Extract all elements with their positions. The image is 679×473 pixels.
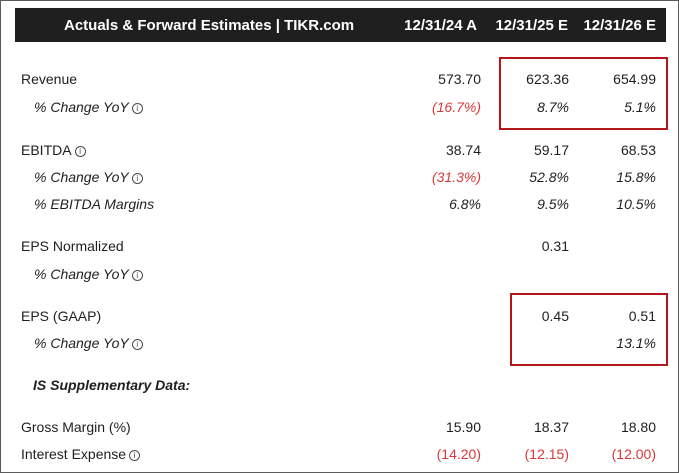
row-ebitda-yoy: % Change YoY i (31.3%) 52.8% 15.8% <box>0 168 679 188</box>
value-2026e: 0.51 <box>628 308 656 324</box>
value-2024a: 6.8% <box>449 196 481 212</box>
header-col-2025e: 12/31/25 E <box>495 17 568 34</box>
row-revenue: Revenue 573.70 623.36 654.99 <box>0 70 679 90</box>
value-2026e: 13.1% <box>616 335 656 351</box>
row-eps-gaap: EPS (GAAP) 0.45 0.51 <box>0 307 679 327</box>
value-2024a: 38.74 <box>445 142 481 158</box>
value-2025e: 9.5% <box>537 196 569 212</box>
highlight-box-eps-gaap <box>510 293 668 366</box>
row-interest-expense: Interest Expense i (14.20) (12.15) (12.00… <box>0 445 679 465</box>
row-label: % Change YoY i <box>34 169 143 185</box>
header-col-2024a: 12/31/24 A <box>404 17 477 34</box>
header-title: Actuals & Forward Estimates | TIKR.com <box>64 17 355 34</box>
row-label: % EBITDA Margins <box>34 196 155 212</box>
row-eps-normalized: EPS Normalized 0.31 <box>0 237 679 257</box>
value-2025e: 0.45 <box>541 308 569 324</box>
table-header: Actuals & Forward Estimates | TIKR.com 1… <box>15 8 666 42</box>
header-col-2026e: 12/31/26 E <box>583 17 656 34</box>
row-label: EPS Normalized <box>21 238 124 254</box>
value-2026e: 654.99 <box>613 71 656 87</box>
row-ebitda: EBITDA i 38.74 59.17 68.53 <box>0 141 679 161</box>
value-2026e: (12.00) <box>611 446 656 462</box>
row-ebitda-margins: % EBITDA Margins 6.8% 9.5% 10.5% <box>0 195 679 215</box>
value-2026e: 5.1% <box>624 99 656 115</box>
info-icon[interactable]: i <box>131 173 143 184</box>
value-2026e: 10.5% <box>616 196 656 212</box>
value-2025e: 0.31 <box>541 238 569 254</box>
row-label: % Change YoY i <box>34 335 143 351</box>
row-revenue-yoy: % Change YoY i (16.7%) 8.7% 5.1% <box>0 98 679 118</box>
value-2025e: 8.7% <box>537 99 569 115</box>
row-label: % Change YoY i <box>34 99 143 115</box>
row-label: Interest Expense i <box>21 446 141 462</box>
value-2024a: 573.70 <box>438 71 481 87</box>
row-eps-gaap-yoy: % Change YoY i 13.1% <box>0 334 679 354</box>
info-icon[interactable]: i <box>131 339 143 350</box>
value-2025e: 52.8% <box>529 169 569 185</box>
info-icon[interactable]: i <box>131 103 143 114</box>
value-2025e: 18.37 <box>533 419 569 435</box>
value-2026e: 15.8% <box>616 169 656 185</box>
info-icon[interactable]: i <box>74 146 86 157</box>
highlight-box-revenue <box>499 57 668 130</box>
row-label: % Change YoY i <box>34 266 143 282</box>
section-heading: IS Supplementary Data: <box>33 377 191 393</box>
row-label: EBITDA i <box>21 142 86 158</box>
value-2024a: 15.90 <box>445 419 481 435</box>
row-gross-margin: Gross Margin (%) 15.90 18.37 18.80 <box>0 418 679 438</box>
value-2024a: (14.20) <box>436 446 481 462</box>
value-2025e: 59.17 <box>533 142 569 158</box>
row-eps-normalized-yoy: % Change YoY i <box>0 265 679 285</box>
row-label: EPS (GAAP) <box>21 308 102 324</box>
value-2025e: 623.36 <box>526 71 569 87</box>
row-label: Gross Margin (%) <box>21 419 131 435</box>
info-icon[interactable]: i <box>131 270 143 281</box>
value-2024a: (31.3%) <box>431 169 481 185</box>
value-2026e: 18.80 <box>620 419 656 435</box>
row-label: Revenue <box>21 71 78 87</box>
value-2026e: 68.53 <box>620 142 656 158</box>
info-icon[interactable]: i <box>129 450 141 461</box>
value-2025e: (12.15) <box>524 446 569 462</box>
value-2024a: (16.7%) <box>431 99 481 115</box>
section-is-supplementary: IS Supplementary Data: <box>0 376 679 396</box>
